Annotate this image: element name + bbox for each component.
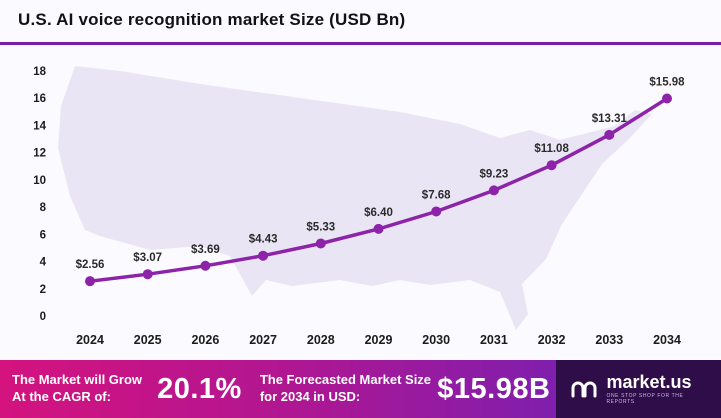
data-point xyxy=(604,129,615,140)
data-point-label: $2.56 xyxy=(76,259,105,271)
data-point xyxy=(85,276,95,287)
us-map-silhouette xyxy=(58,66,652,330)
data-point-label: $7.68 xyxy=(422,189,451,201)
y-axis-tick: 16 xyxy=(33,93,46,105)
data-point-label: $9.23 xyxy=(480,168,509,180)
data-point-label: $3.69 xyxy=(191,244,220,256)
x-axis-tick: 2028 xyxy=(307,333,335,347)
data-point-label: $3.07 xyxy=(133,252,162,264)
y-axis-tick: 6 xyxy=(40,229,46,241)
data-point-label: $15.98 xyxy=(649,76,685,88)
y-axis-tick: 8 xyxy=(40,202,47,214)
data-point xyxy=(315,238,326,249)
brand-tagline: ONE STOP SHOP FOR THE REPORTS xyxy=(606,393,684,405)
y-axis-tick: 2 xyxy=(40,284,46,296)
data-point-label: $5.33 xyxy=(306,221,335,233)
data-point-label: $11.08 xyxy=(534,143,569,155)
x-axis-tick: 2026 xyxy=(191,333,219,347)
data-point xyxy=(546,160,557,171)
x-axis-tick: 2030 xyxy=(422,333,450,347)
data-point xyxy=(488,185,499,196)
data-point xyxy=(431,206,442,217)
data-point xyxy=(258,250,269,261)
x-axis-tick: 2033 xyxy=(595,333,623,347)
y-axis-tick: 4 xyxy=(40,257,47,269)
y-axis-tick: 18 xyxy=(33,66,46,78)
x-axis-tick: 2027 xyxy=(249,333,277,347)
data-point-label: $6.40 xyxy=(364,207,393,219)
forecast-value: $15.98B xyxy=(437,372,551,405)
title-underline xyxy=(0,42,721,45)
cagr-label: The Market will Grow At the CAGR of: xyxy=(12,372,143,404)
brand-text: market.us ONE STOP SHOP FOR THE REPORTS xyxy=(606,371,707,406)
data-point xyxy=(200,260,211,271)
y-axis-tick: 10 xyxy=(33,175,46,187)
y-axis-tick: 0 xyxy=(40,311,46,323)
x-axis-tick: 2032 xyxy=(538,333,566,347)
forecast-label: The Forecasted Market Size for 2034 in U… xyxy=(259,372,432,404)
x-axis-tick: 2034 xyxy=(653,333,681,347)
y-axis-tick: 14 xyxy=(33,120,46,132)
x-axis-tick: 2024 xyxy=(76,333,104,347)
data-point xyxy=(662,93,672,104)
cagr-value: 20.1% xyxy=(157,372,242,405)
x-axis-tick: 2031 xyxy=(480,333,508,347)
market-line-chart: 0 2 4 6 8 10 12 14 16 18 2024 2025 2026 2027 2028 2029 2… xyxy=(33,66,685,347)
data-point xyxy=(373,223,384,234)
y-axis-tick: 12 xyxy=(33,148,46,160)
brand-block: market.us ONE STOP SHOP FOR THE REPORTS xyxy=(556,360,721,418)
brand-name: market.us xyxy=(606,371,692,392)
data-point-label: $13.31 xyxy=(592,113,628,125)
footer-banner: The Market will Grow At the CAGR of: 20.… xyxy=(0,360,721,418)
x-axis-tick: 2029 xyxy=(365,333,393,347)
page-title: U.S. AI voice recognition market Size (U… xyxy=(18,10,406,29)
x-axis-tick: 2025 xyxy=(134,333,162,347)
data-point-label: $4.43 xyxy=(249,234,278,246)
marketus-logo-icon xyxy=(570,379,598,399)
data-point xyxy=(142,269,153,280)
